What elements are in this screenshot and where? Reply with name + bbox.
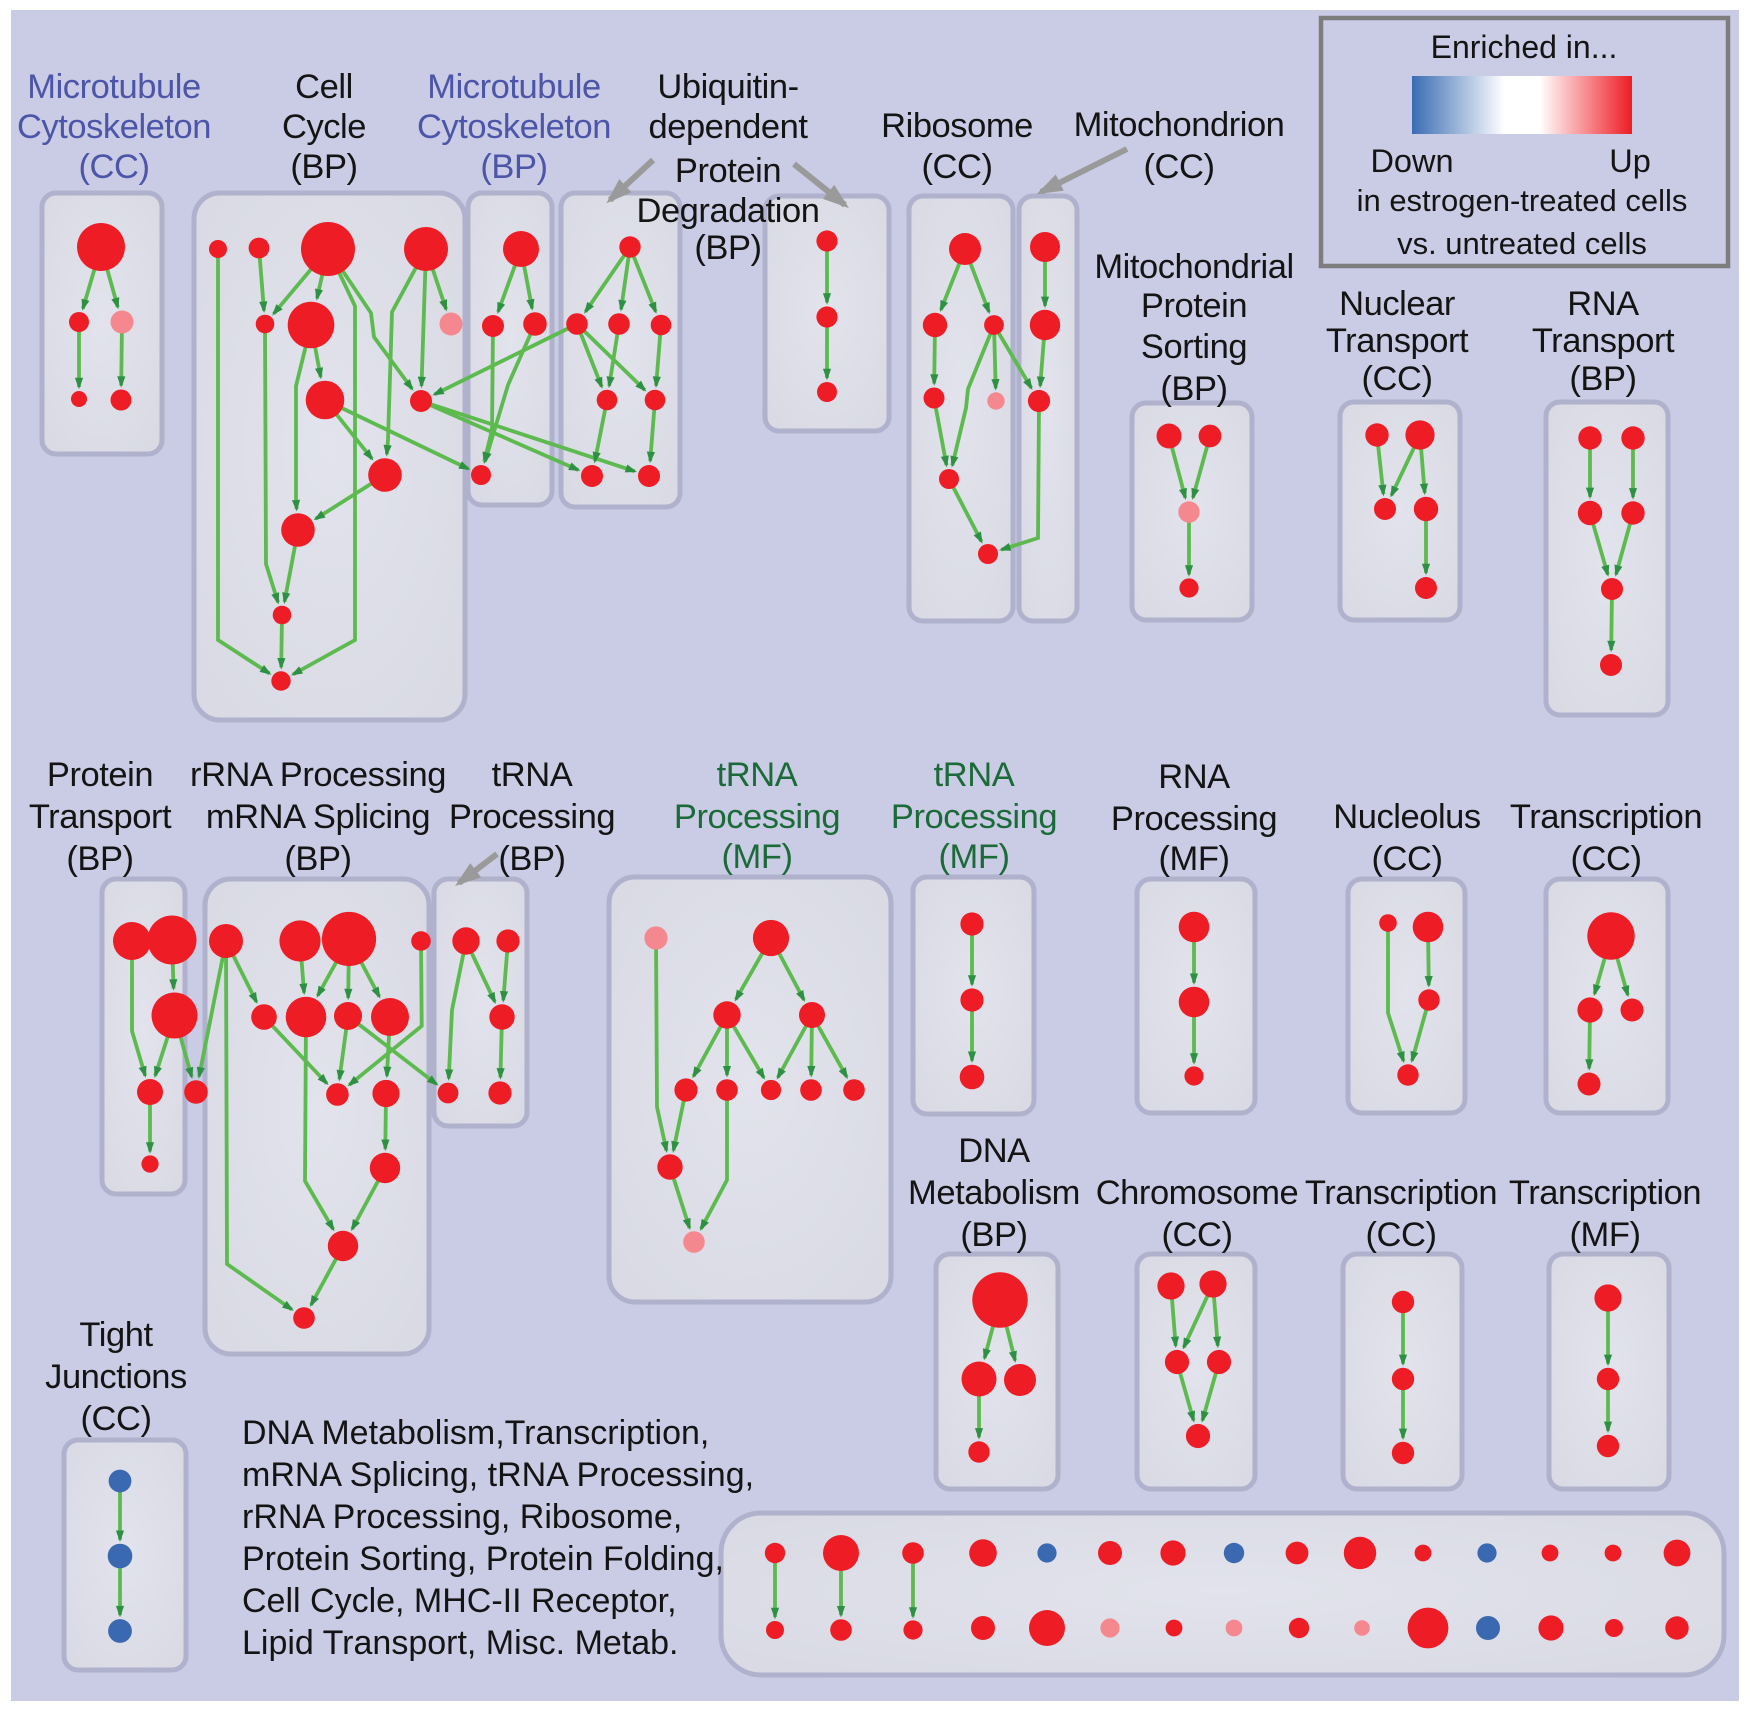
svg-text:Protein: Protein (1141, 287, 1247, 325)
svg-text:RNA: RNA (1158, 758, 1230, 796)
svg-text:(CC): (CC) (80, 1400, 151, 1438)
svg-text:dependent: dependent (648, 108, 808, 146)
svg-text:Mitochondrial: Mitochondrial (1094, 248, 1293, 286)
svg-text:(CC): (CC) (1365, 1216, 1436, 1254)
svg-text:(BP): (BP) (480, 148, 547, 186)
svg-text:Transport: Transport (1532, 322, 1675, 360)
svg-text:(MF): (MF) (939, 838, 1010, 876)
svg-text:mRNA Splicing: mRNA Splicing (206, 798, 430, 836)
svg-text:Down: Down (1370, 143, 1453, 179)
svg-text:Junctions: Junctions (45, 1358, 187, 1396)
svg-text:(BP): (BP) (290, 148, 357, 186)
svg-text:(MF): (MF) (722, 838, 793, 876)
svg-text:Sorting: Sorting (1141, 328, 1247, 366)
svg-text:Microtubule: Microtubule (27, 68, 200, 106)
svg-text:(BP): (BP) (284, 840, 351, 878)
svg-text:(CC): (CC) (1361, 360, 1432, 398)
svg-text:(BP): (BP) (66, 840, 133, 878)
svg-text:mRNA Splicing, tRNA Processing: mRNA Splicing, tRNA Processing, (242, 1456, 754, 1494)
svg-text:(CC): (CC) (1143, 148, 1214, 186)
svg-text:(CC): (CC) (921, 148, 992, 186)
svg-text:rRNA Processing: rRNA Processing (190, 756, 446, 794)
svg-text:RNA: RNA (1567, 285, 1639, 323)
svg-text:(MF): (MF) (1159, 840, 1230, 878)
svg-text:(CC): (CC) (1570, 840, 1641, 878)
svg-text:rRNA Processing, Ribosome,: rRNA Processing, Ribosome, (242, 1498, 682, 1536)
svg-text:Cytoskeleton: Cytoskeleton (17, 108, 211, 146)
svg-text:(MF): (MF) (1570, 1216, 1641, 1254)
svg-text:Transport: Transport (1326, 322, 1469, 360)
svg-text:(CC): (CC) (1371, 840, 1442, 878)
svg-text:Transcription: Transcription (1509, 1174, 1701, 1212)
svg-text:Tight: Tight (79, 1316, 153, 1354)
svg-text:Up: Up (1609, 143, 1651, 179)
svg-text:(CC): (CC) (1161, 1216, 1232, 1254)
svg-text:Chromosome: Chromosome (1096, 1174, 1299, 1212)
svg-text:Microtubule: Microtubule (427, 68, 600, 106)
svg-text:(CC): (CC) (78, 148, 149, 186)
svg-text:Protein: Protein (675, 152, 781, 190)
svg-text:in estrogen-treated cells: in estrogen-treated cells (1357, 183, 1688, 218)
svg-text:Nuclear: Nuclear (1339, 285, 1455, 323)
svg-text:tRNA: tRNA (717, 756, 798, 794)
svg-text:Transcription: Transcription (1510, 798, 1702, 836)
svg-text:Degradation: Degradation (636, 192, 819, 230)
svg-text:(BP): (BP) (960, 1216, 1027, 1254)
svg-text:(BP): (BP) (694, 229, 761, 267)
svg-text:Processing: Processing (674, 798, 840, 836)
svg-text:Cell Cycle, MHC-II Receptor,: Cell Cycle, MHC-II Receptor, (242, 1582, 677, 1620)
svg-text:(BP): (BP) (498, 840, 565, 878)
svg-text:DNA: DNA (958, 1132, 1030, 1170)
svg-text:tRNA: tRNA (492, 756, 573, 794)
svg-text:Cell: Cell (295, 68, 353, 106)
svg-text:Cycle: Cycle (282, 108, 366, 146)
svg-text:Ribosome: Ribosome (881, 107, 1033, 145)
svg-text:Cytoskeleton: Cytoskeleton (417, 108, 611, 146)
svg-text:Processing: Processing (449, 798, 615, 836)
svg-text:(BP): (BP) (1160, 370, 1227, 408)
svg-text:tRNA: tRNA (934, 756, 1015, 794)
svg-text:Enriched in...: Enriched in... (1431, 29, 1618, 65)
svg-text:Transport: Transport (29, 798, 172, 836)
svg-text:Processing: Processing (1111, 800, 1277, 838)
svg-text:Processing: Processing (891, 798, 1057, 836)
svg-text:Metabolism: Metabolism (908, 1174, 1080, 1212)
svg-text:DNA Metabolism,Transcription,: DNA Metabolism,Transcription, (242, 1414, 709, 1452)
svg-text:Mitochondrion: Mitochondrion (1074, 106, 1285, 144)
svg-text:(BP): (BP) (1569, 360, 1636, 398)
svg-text:Transcription: Transcription (1305, 1174, 1497, 1212)
svg-text:Protein Sorting, Protein Foldi: Protein Sorting, Protein Folding, (242, 1540, 724, 1578)
svg-text:Protein: Protein (47, 756, 153, 794)
svg-text:Nucleolus: Nucleolus (1333, 798, 1480, 836)
svg-text:Lipid Transport, Misc. Metab.: Lipid Transport, Misc. Metab. (242, 1624, 679, 1662)
svg-text:vs. untreated cells: vs. untreated cells (1397, 226, 1647, 261)
svg-text:Ubiquitin-: Ubiquitin- (657, 68, 798, 106)
